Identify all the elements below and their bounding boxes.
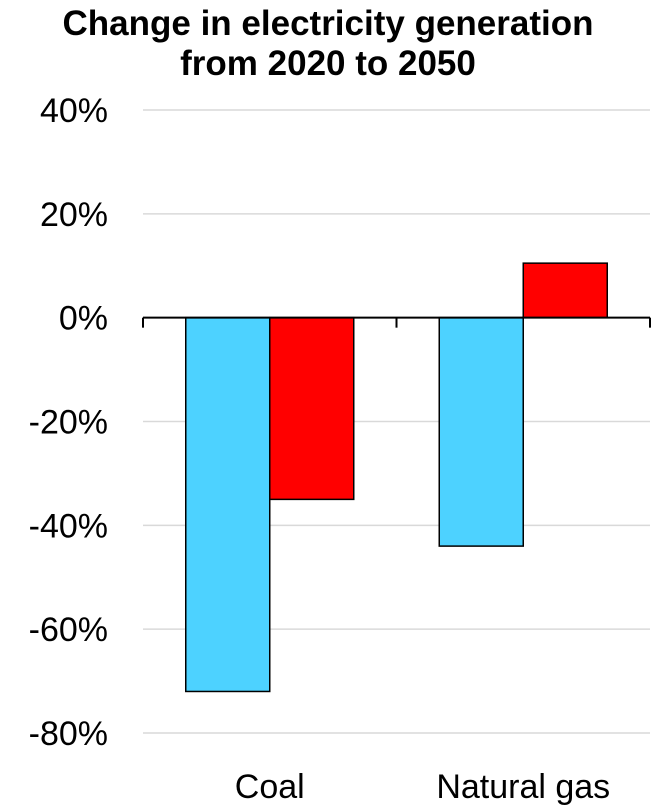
bars: [185, 262, 608, 693]
x-axis: [142, 316, 651, 328]
bar: [438, 316, 524, 547]
y-tick-labels: 40% 20% 0% -20% -40% -60% -80%: [29, 92, 108, 753]
y-tick-label: -80%: [29, 715, 108, 753]
y-tick-label: 20%: [40, 196, 108, 234]
chart-title-line-1: Change in electricity generation: [62, 4, 594, 43]
bar: [269, 316, 355, 501]
chart-title-line-2: from 2020 to 2050: [180, 44, 476, 83]
y-tick-label: 0%: [59, 300, 108, 338]
bar: [522, 262, 608, 319]
y-tick-label: -40%: [29, 507, 108, 545]
x-tick-label: Coal: [235, 768, 305, 806]
bar: [185, 316, 271, 693]
y-tick-label: -60%: [29, 611, 108, 649]
y-tick-label: -20%: [29, 404, 108, 442]
x-tick-label: Natural gas: [436, 768, 610, 806]
y-tick-label: 40%: [40, 92, 108, 130]
x-tick-labels: Coal Natural gas: [235, 768, 610, 806]
chart-title: Change in electricity generation from 20…: [0, 4, 656, 84]
